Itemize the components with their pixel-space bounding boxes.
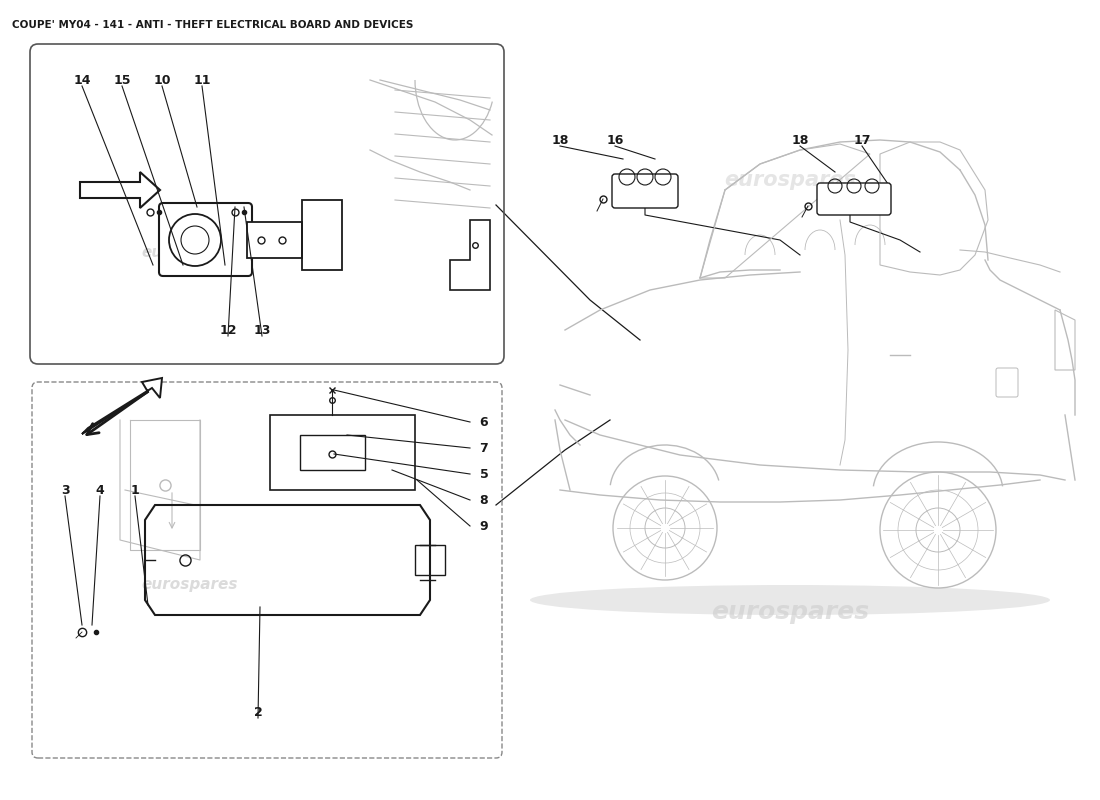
Text: 18: 18 [551,134,569,146]
Text: 4: 4 [96,483,104,497]
Text: 7: 7 [480,442,488,454]
Text: 13: 13 [253,323,271,337]
Polygon shape [80,172,160,208]
Text: eurospares: eurospares [142,245,239,259]
Ellipse shape [530,585,1050,615]
Text: 11: 11 [194,74,211,86]
Text: eurospares: eurospares [711,600,869,624]
FancyBboxPatch shape [817,183,891,215]
Text: eurospares: eurospares [724,170,856,190]
Text: 5: 5 [480,467,488,481]
Text: 6: 6 [480,415,488,429]
Text: 10: 10 [153,74,170,86]
Text: 18: 18 [791,134,808,146]
FancyBboxPatch shape [612,174,678,208]
Text: 16: 16 [606,134,624,146]
FancyBboxPatch shape [248,222,302,258]
Text: COUPE' MY04 - 141 - ANTI - THEFT ELECTRICAL BOARD AND DEVICES: COUPE' MY04 - 141 - ANTI - THEFT ELECTRI… [12,20,414,30]
Text: 3: 3 [60,483,69,497]
Text: 15: 15 [113,74,131,86]
Text: 14: 14 [74,74,90,86]
FancyBboxPatch shape [160,203,252,276]
Text: 1: 1 [131,483,140,497]
Text: eurospares: eurospares [142,578,239,593]
Text: 12: 12 [219,323,236,337]
Text: 17: 17 [854,134,871,146]
Text: 2: 2 [254,706,263,718]
Polygon shape [82,378,162,434]
Text: 8: 8 [480,494,488,506]
Text: 9: 9 [480,519,488,533]
